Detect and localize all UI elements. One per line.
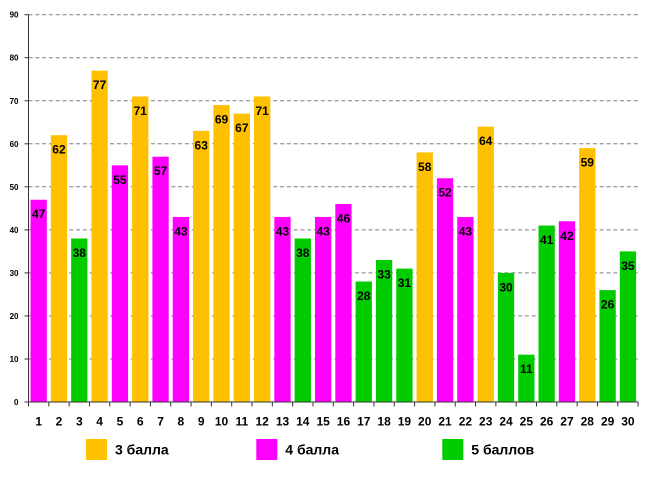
svg-text:5 баллов: 5 баллов [471, 442, 534, 458]
svg-text:71: 71 [255, 104, 269, 118]
svg-text:28: 28 [357, 289, 371, 303]
svg-text:38: 38 [73, 246, 87, 260]
svg-text:70: 70 [10, 97, 19, 106]
svg-text:23: 23 [479, 415, 493, 429]
svg-text:4 балла: 4 балла [285, 442, 339, 458]
svg-text:11: 11 [236, 415, 249, 429]
svg-text:3: 3 [76, 415, 83, 429]
svg-text:3 балла: 3 балла [115, 442, 169, 458]
svg-text:13: 13 [276, 415, 290, 429]
svg-text:63: 63 [195, 138, 209, 152]
svg-text:67: 67 [235, 121, 249, 135]
svg-text:30: 30 [499, 280, 513, 294]
svg-text:64: 64 [479, 134, 493, 148]
svg-text:31: 31 [398, 276, 412, 290]
svg-text:10: 10 [215, 415, 229, 429]
svg-text:71: 71 [134, 104, 148, 118]
svg-text:6: 6 [137, 415, 144, 429]
svg-text:77: 77 [93, 78, 107, 92]
svg-text:1: 1 [35, 415, 42, 429]
svg-text:15: 15 [316, 415, 330, 429]
svg-text:43: 43 [276, 224, 290, 238]
svg-text:59: 59 [581, 156, 595, 170]
svg-text:58: 58 [418, 160, 432, 174]
svg-text:29: 29 [601, 415, 615, 429]
svg-text:11: 11 [520, 362, 533, 376]
svg-text:38: 38 [296, 246, 310, 260]
svg-text:22: 22 [459, 415, 473, 429]
svg-text:46: 46 [337, 212, 351, 226]
svg-text:20: 20 [10, 312, 19, 321]
svg-text:50: 50 [10, 183, 19, 192]
svg-text:2: 2 [56, 415, 63, 429]
svg-text:27: 27 [560, 415, 574, 429]
svg-text:40: 40 [10, 226, 19, 235]
svg-text:41: 41 [540, 233, 554, 247]
svg-text:26: 26 [601, 298, 615, 312]
svg-text:55: 55 [113, 173, 127, 187]
svg-text:43: 43 [174, 224, 188, 238]
svg-text:17: 17 [357, 415, 371, 429]
svg-text:16: 16 [337, 415, 351, 429]
svg-text:60: 60 [10, 140, 19, 149]
svg-text:10: 10 [10, 355, 19, 364]
svg-text:62: 62 [52, 143, 66, 157]
svg-text:30: 30 [621, 415, 635, 429]
svg-text:25: 25 [520, 415, 534, 429]
svg-text:42: 42 [560, 229, 574, 243]
svg-text:43: 43 [316, 224, 330, 238]
svg-text:30: 30 [10, 269, 19, 278]
svg-text:69: 69 [215, 113, 229, 127]
svg-text:33: 33 [377, 267, 391, 281]
svg-text:28: 28 [581, 415, 595, 429]
svg-text:12: 12 [256, 415, 270, 429]
svg-text:26: 26 [540, 415, 554, 429]
svg-text:7: 7 [157, 415, 164, 429]
svg-text:52: 52 [438, 186, 452, 200]
svg-text:4: 4 [96, 415, 103, 429]
svg-text:43: 43 [459, 224, 473, 238]
svg-text:19: 19 [398, 415, 412, 429]
svg-text:35: 35 [621, 259, 635, 273]
svg-text:57: 57 [154, 164, 168, 178]
svg-text:47: 47 [32, 207, 46, 221]
svg-text:14: 14 [296, 415, 310, 429]
svg-text:0: 0 [14, 398, 19, 407]
svg-text:9: 9 [198, 415, 205, 429]
svg-text:8: 8 [178, 415, 185, 429]
svg-text:20: 20 [418, 415, 432, 429]
svg-text:80: 80 [10, 54, 19, 63]
svg-text:90: 90 [10, 11, 19, 20]
svg-text:18: 18 [377, 415, 391, 429]
svg-text:5: 5 [117, 415, 124, 429]
svg-text:24: 24 [499, 415, 513, 429]
svg-text:21: 21 [438, 415, 452, 429]
